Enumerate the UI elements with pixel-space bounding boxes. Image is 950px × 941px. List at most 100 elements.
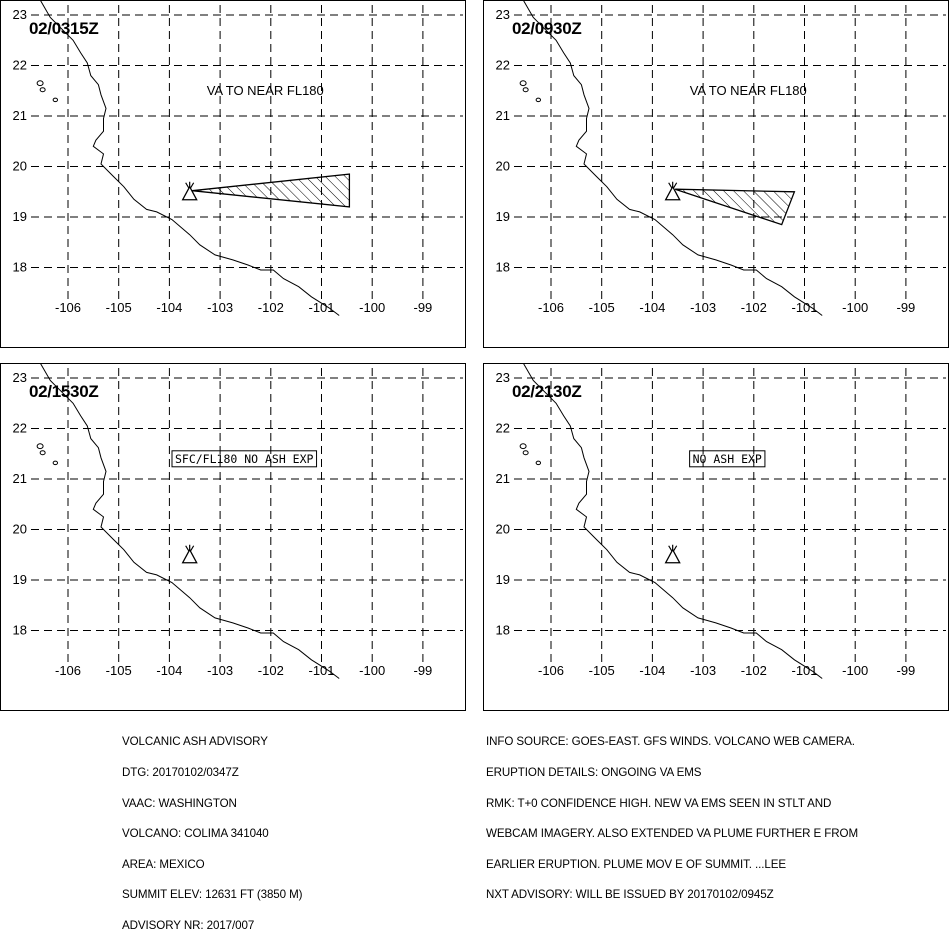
volcano-icon <box>181 185 198 201</box>
volcano-eruption-mark <box>668 544 678 552</box>
lon-tick-label: -99 <box>897 663 916 678</box>
advisory-line: EARLIER ERUPTION. PLUME MOV E OF SUMMIT.… <box>486 857 787 871</box>
lat-tick-label: 21 <box>13 471 27 486</box>
volcano-eruption-mark <box>185 181 195 189</box>
map-canvas: -106 -105 -104 -103 -102 -101 -100 -99 23 22 21 20 1… <box>13 1 463 316</box>
advisory-line: ERUPTION DETAILS: ONGOING VA EMS <box>486 766 702 780</box>
island <box>36 443 44 450</box>
panel-time: 02/2130Z <box>512 382 582 401</box>
lat-tick-label: 21 <box>496 108 510 123</box>
lat-tick-label: 22 <box>13 421 27 436</box>
island <box>52 97 59 103</box>
lat-tick-label: 18 <box>496 260 510 275</box>
map-panel-2: -106 -105 -104 -103 -102 -101 -100 -99 23 22 21 20 1… <box>483 0 949 348</box>
label-box <box>689 450 766 468</box>
coastline <box>523 1 823 316</box>
lon-tick-label: -103 <box>207 663 233 678</box>
map-panel-1: -106 -105 -104 -103 -102 -101 -100 -99 23 22 21 20 1… <box>0 0 466 348</box>
panel-time: 02/1530Z <box>29 382 99 401</box>
lon-tick-label: -106 <box>55 300 81 315</box>
advisory-details-right: INFO SOURCE: GOES-EAST. GFS WINDS. VOLCA… <box>486 717 858 911</box>
advisory-line: ADVISORY NR: 2017/007 <box>122 919 255 933</box>
lon-tick-label: -101 <box>308 300 334 315</box>
lon-tick-label: -101 <box>791 300 817 315</box>
advisory-line: VOLCANIC ASH ADVISORY <box>122 735 268 749</box>
lat-tick-label: 19 <box>13 572 27 587</box>
map-panel-4: -106 -105 -104 -103 -102 -101 -100 -99 23 22 21 20 1… <box>483 363 949 711</box>
lon-tick-label: -102 <box>741 300 767 315</box>
lon-tick-label: -100 <box>842 300 868 315</box>
lat-tick-label: 23 <box>496 370 510 385</box>
island <box>52 460 59 466</box>
lon-tick-label: -100 <box>842 663 868 678</box>
panel-time: 02/0930Z <box>512 19 582 38</box>
lat-tick-label: 19 <box>13 209 27 224</box>
lat-tick-label: 23 <box>13 7 27 22</box>
lat-tick-label: 18 <box>13 623 27 638</box>
lat-tick-label: 21 <box>13 108 27 123</box>
advisory-line: VOLCANO: COLIMA 341040 <box>122 827 269 841</box>
lon-tick-label: -99 <box>414 663 433 678</box>
island <box>522 450 529 456</box>
label-box <box>171 450 318 468</box>
map-panel-3: -106 -105 -104 -103 -102 -101 -100 -99 23 22 21 20 1… <box>0 363 466 711</box>
island <box>522 87 529 93</box>
volcano-icon <box>181 548 198 564</box>
advisory-line: INFO SOURCE: GOES-EAST. GFS WINDS. VOLCA… <box>486 735 855 749</box>
lat-tick-label: 19 <box>496 572 510 587</box>
island <box>519 443 527 450</box>
lon-tick-label: -102 <box>258 663 284 678</box>
lon-tick-label: -105 <box>589 300 615 315</box>
lon-tick-label: -101 <box>308 663 334 678</box>
lon-tick-label: -106 <box>55 663 81 678</box>
lon-tick-label: -106 <box>538 663 564 678</box>
advisory-line: NXT ADVISORY: WILL BE ISSUED BY 20170102… <box>486 888 774 902</box>
ash-cloud-area <box>674 188 796 226</box>
island <box>36 80 44 87</box>
lon-tick-label: -105 <box>589 663 615 678</box>
lon-tick-label: -103 <box>207 300 233 315</box>
lat-tick-label: 19 <box>496 209 510 224</box>
lon-tick-label: -104 <box>639 300 665 315</box>
advisory-line: VAAC: WASHINGTON <box>122 796 237 810</box>
advisory-line: SUMMIT ELEV: 12631 FT (3850 M) <box>122 888 303 902</box>
lon-tick-label: -104 <box>639 663 665 678</box>
lon-tick-label: -104 <box>156 663 182 678</box>
advisory-header-left: VOLCANIC ASH ADVISORY DTG: 20170102/0347… <box>122 717 303 941</box>
advisory-line: DTG: 20170102/0347Z <box>122 766 239 780</box>
island <box>39 87 46 93</box>
coastline <box>40 364 340 679</box>
lat-tick-label: 22 <box>13 58 27 73</box>
island <box>535 97 542 103</box>
island <box>535 460 542 466</box>
island <box>39 450 46 456</box>
advisory-line: RMK: T+0 CONFIDENCE HIGH. NEW VA EMS SEE… <box>486 796 832 810</box>
ash-cloud-area <box>192 173 351 208</box>
lat-tick-label: 21 <box>496 471 510 486</box>
lat-tick-label: 22 <box>496 421 510 436</box>
lat-tick-label: 20 <box>13 522 27 537</box>
lon-tick-label: -101 <box>791 663 817 678</box>
lon-tick-label: -103 <box>690 300 716 315</box>
lon-tick-label: -106 <box>538 300 564 315</box>
volcano-icon <box>664 548 681 564</box>
lon-tick-label: -102 <box>258 300 284 315</box>
lat-tick-label: 23 <box>13 370 27 385</box>
volcano-eruption-mark <box>185 544 195 552</box>
panel-time: 02/0315Z <box>29 19 99 38</box>
ash-forecast-label: SFC/FL180 NO ASH EXP <box>175 452 314 466</box>
volcano-icon <box>664 185 681 201</box>
coastline <box>523 364 823 679</box>
ash-forecast-label: VA TO NEAR FL180 <box>690 83 807 98</box>
lat-tick-label: 18 <box>496 623 510 638</box>
advisory-line: AREA: MEXICO <box>122 857 205 871</box>
ash-forecast-label: NO ASH EXP <box>693 452 762 466</box>
lat-tick-label: 20 <box>496 522 510 537</box>
lon-tick-label: -105 <box>106 300 132 315</box>
advisory-line: WEBCAM IMAGERY. ALSO EXTENDED VA PLUME F… <box>486 827 858 841</box>
lat-tick-label: 22 <box>496 58 510 73</box>
ash-forecast-label: VA TO NEAR FL180 <box>207 83 324 98</box>
lon-tick-label: -99 <box>897 300 916 315</box>
lon-tick-label: -105 <box>106 663 132 678</box>
volcano-eruption-mark <box>668 181 678 189</box>
